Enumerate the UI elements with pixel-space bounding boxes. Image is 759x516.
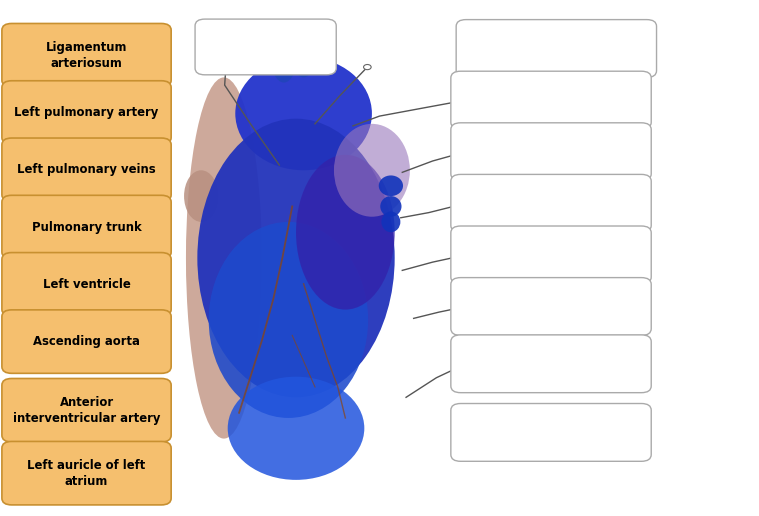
FancyBboxPatch shape [2, 195, 172, 259]
Ellipse shape [380, 196, 402, 217]
Circle shape [462, 149, 470, 154]
FancyBboxPatch shape [2, 379, 172, 442]
FancyBboxPatch shape [451, 335, 651, 393]
Text: Left auricle of left
atrium: Left auricle of left atrium [27, 459, 146, 488]
Text: Left ventricle: Left ventricle [43, 278, 131, 291]
FancyBboxPatch shape [2, 80, 172, 144]
Text: Left pulmonary veins: Left pulmonary veins [17, 163, 156, 176]
Text: Anterior
interventricular artery: Anterior interventricular artery [13, 396, 160, 425]
Ellipse shape [235, 57, 372, 170]
Circle shape [462, 304, 470, 309]
FancyBboxPatch shape [2, 138, 172, 201]
Circle shape [364, 64, 371, 70]
Ellipse shape [310, 28, 333, 75]
Bar [163, 0, 759, 516]
Circle shape [462, 361, 470, 366]
Circle shape [462, 98, 470, 103]
Ellipse shape [186, 77, 262, 439]
Circle shape [462, 252, 470, 257]
FancyBboxPatch shape [451, 278, 651, 335]
FancyBboxPatch shape [451, 123, 651, 181]
FancyBboxPatch shape [451, 404, 651, 461]
Ellipse shape [184, 170, 219, 222]
Ellipse shape [197, 119, 395, 397]
FancyBboxPatch shape [451, 226, 651, 284]
Circle shape [462, 201, 470, 206]
FancyBboxPatch shape [2, 23, 172, 87]
Ellipse shape [269, 21, 298, 83]
Ellipse shape [290, 26, 317, 77]
FancyBboxPatch shape [2, 441, 172, 505]
Text: Left pulmonary artery: Left pulmonary artery [14, 106, 159, 119]
Text: Ligamentum
arteriosum: Ligamentum arteriosum [46, 41, 128, 70]
Ellipse shape [209, 222, 368, 418]
FancyBboxPatch shape [451, 71, 651, 129]
Ellipse shape [296, 155, 395, 310]
FancyBboxPatch shape [451, 174, 651, 232]
Ellipse shape [228, 377, 364, 480]
FancyBboxPatch shape [195, 19, 336, 75]
Circle shape [222, 60, 230, 66]
FancyBboxPatch shape [456, 20, 657, 77]
Text: Pulmonary trunk: Pulmonary trunk [32, 220, 141, 234]
Text: Ascending aorta: Ascending aorta [33, 335, 140, 348]
FancyBboxPatch shape [2, 253, 172, 316]
FancyBboxPatch shape [2, 310, 172, 374]
Ellipse shape [381, 212, 401, 232]
Ellipse shape [379, 175, 403, 196]
Ellipse shape [334, 124, 410, 217]
